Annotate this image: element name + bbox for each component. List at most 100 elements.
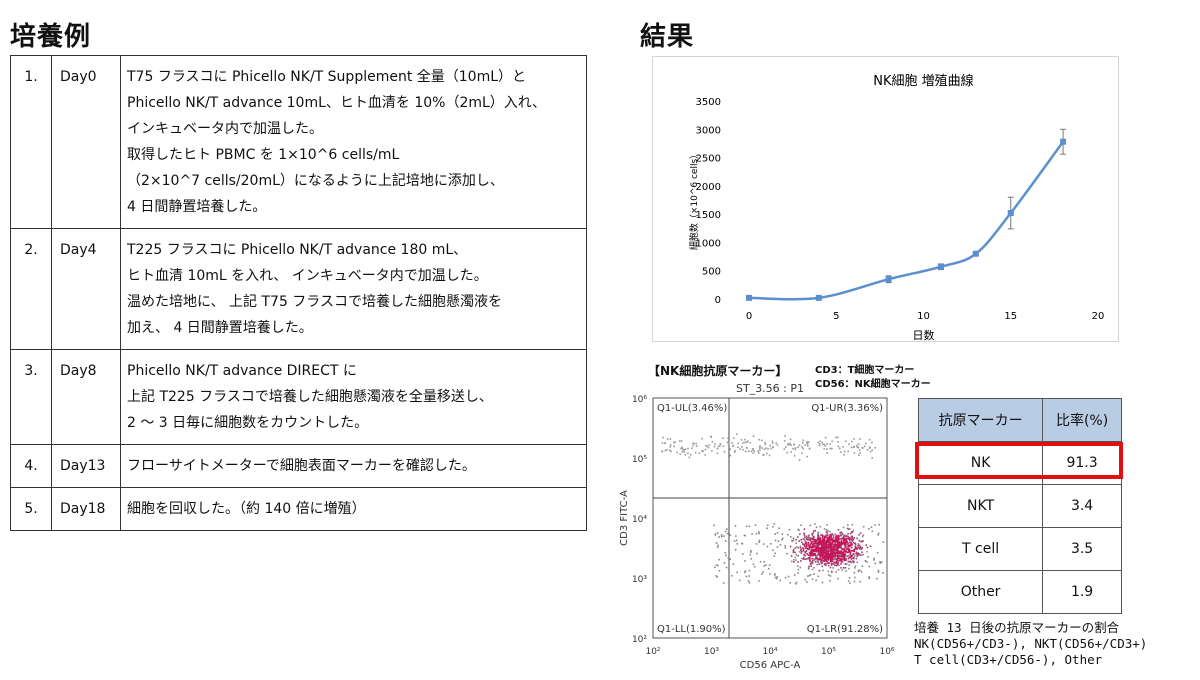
event-dot <box>873 559 875 561</box>
event-dot <box>843 550 845 553</box>
event-dot <box>827 574 830 576</box>
event-dot <box>819 543 822 545</box>
event-dot <box>766 527 768 530</box>
event-dot <box>768 454 771 457</box>
event-dot <box>832 550 834 553</box>
event-dot <box>845 538 847 541</box>
event-dot <box>813 548 816 551</box>
event-dot <box>830 557 832 560</box>
event-dot <box>797 536 799 538</box>
event-dot <box>669 449 671 452</box>
description-line: 加え、 4 日間静置培養した。 <box>127 320 313 336</box>
event-dot <box>836 546 839 549</box>
event-dot <box>822 541 824 544</box>
event-dot <box>752 435 755 437</box>
event-dot <box>724 540 727 542</box>
event-dot <box>801 557 803 560</box>
event-dot <box>837 541 840 544</box>
table-row: NKT 3.4 <box>917 484 1122 528</box>
ratio-cell: 3.4 <box>1042 484 1122 528</box>
event-dot <box>792 549 795 551</box>
event-dot <box>824 564 827 567</box>
event-dot <box>826 443 828 445</box>
event-dot <box>809 553 812 556</box>
event-dot <box>822 553 825 555</box>
event-dot <box>831 440 833 443</box>
event-dot <box>767 567 770 570</box>
event-dot <box>844 534 846 536</box>
event-dot <box>877 571 880 573</box>
description-line: （2×10^7 cells/20mL）になるように上記培地に添加し、 <box>127 173 504 189</box>
event-dot <box>776 546 779 548</box>
event-dot <box>846 551 848 553</box>
event-dot <box>661 450 664 453</box>
event-dot <box>840 556 843 558</box>
event-dot <box>765 447 768 449</box>
event-dot <box>809 563 812 566</box>
description-line: 取得したヒト PBMC を 1×10^6 cells/mL <box>127 147 400 163</box>
event-dot <box>827 556 830 559</box>
event-dot <box>814 554 816 556</box>
event-dot <box>852 446 855 448</box>
event-dot <box>752 452 755 455</box>
event-dot <box>733 451 736 453</box>
event-dot <box>808 574 811 577</box>
event-dot <box>804 550 807 553</box>
event-dot <box>818 541 821 544</box>
event-dot <box>839 542 842 545</box>
event-dot <box>795 542 797 544</box>
event-dot <box>762 543 765 545</box>
event-dot <box>723 535 725 537</box>
event-dot <box>819 554 822 557</box>
description-line: インキュベータ内で加温した。 <box>127 121 323 137</box>
event-dot <box>702 450 704 453</box>
event-dot <box>866 550 868 553</box>
event-dot <box>871 530 874 533</box>
event-dot <box>802 548 805 550</box>
event-dot <box>816 560 819 562</box>
event-dot <box>876 577 878 580</box>
event-dot <box>855 547 858 550</box>
event-dot <box>718 569 721 572</box>
event-dot <box>681 446 683 449</box>
plot-title: ST_3.56 : P1 <box>736 382 804 395</box>
event-dot <box>757 450 759 452</box>
event-dot <box>824 559 826 561</box>
event-dot <box>838 551 841 554</box>
event-dot <box>729 448 731 451</box>
event-dot <box>843 534 845 537</box>
event-dot <box>751 448 754 450</box>
event-dot <box>715 575 718 577</box>
event-dot <box>830 563 833 565</box>
event-dot <box>774 539 777 542</box>
event-dot <box>846 544 849 546</box>
event-dot <box>815 544 817 547</box>
event-dot <box>847 542 849 545</box>
event-dot <box>769 542 772 545</box>
event-dot <box>764 443 767 446</box>
event-dot <box>761 447 764 449</box>
y-tick-label: 3500 <box>696 97 721 108</box>
event-dot <box>825 560 828 563</box>
event-dot <box>725 554 727 557</box>
event-dot <box>836 561 838 563</box>
event-dot <box>848 576 851 579</box>
x-tick-label: 10⁴ <box>762 647 777 657</box>
event-dot <box>841 547 843 550</box>
event-dot <box>843 553 846 556</box>
event-dot <box>842 446 844 448</box>
event-dot <box>859 532 862 534</box>
protocol-row: 1. Day0 T75 フラスコに Phicello NK/T Supplement… <box>10 55 587 229</box>
event-dot <box>794 556 797 559</box>
event-dot <box>836 561 839 564</box>
event-dot <box>753 450 756 453</box>
event-dot <box>787 575 790 578</box>
event-dot <box>838 553 840 556</box>
event-dot <box>847 546 849 548</box>
event-dot <box>759 449 761 451</box>
event-dot <box>716 532 719 534</box>
event-dot <box>873 557 875 560</box>
nk-highlight-box <box>915 442 1123 479</box>
event-dot <box>838 550 840 553</box>
event-dot <box>846 548 849 550</box>
